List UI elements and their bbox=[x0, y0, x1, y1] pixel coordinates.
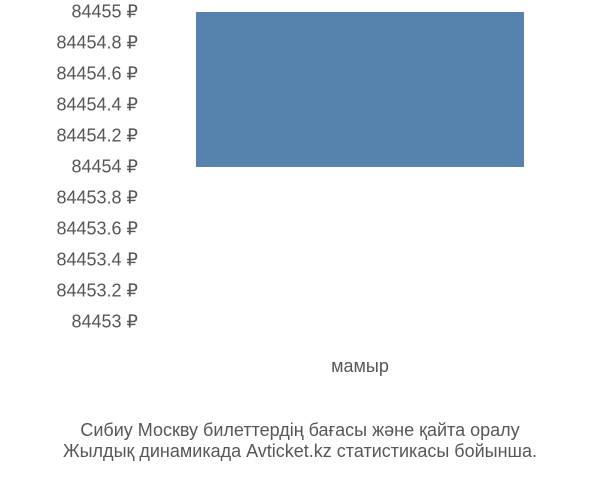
caption-line: Жылдық динамикада Avticket.kz статистика… bbox=[0, 441, 600, 462]
y-tick-label: 84453.6 ₽ bbox=[56, 219, 138, 240]
y-tick-label: 84455 ₽ bbox=[71, 2, 138, 23]
y-tick-label: 84454.6 ₽ bbox=[56, 64, 138, 85]
y-tick-label: 84454.2 ₽ bbox=[56, 126, 138, 147]
y-tick-label: 84454.8 ₽ bbox=[56, 33, 138, 54]
chart-caption: Сибиу Москву билеттердің бағасы және қай… bbox=[0, 420, 600, 462]
y-tick-label: 84454.4 ₽ bbox=[56, 95, 138, 116]
x-tick-label: мамыр bbox=[331, 356, 389, 377]
y-tick-label: 84453.4 ₽ bbox=[56, 250, 138, 271]
bar bbox=[196, 12, 524, 167]
y-tick-label: 84453.2 ₽ bbox=[56, 281, 138, 302]
caption-line: Сибиу Москву билеттердің бағасы және қай… bbox=[0, 420, 600, 441]
price-chart: Сибиу Москву билеттердің бағасы және қай… bbox=[0, 0, 600, 500]
y-tick-label: 84453 ₽ bbox=[71, 312, 138, 333]
y-tick-label: 84454 ₽ bbox=[71, 157, 138, 178]
plot-area bbox=[150, 12, 570, 322]
y-tick-label: 84453.8 ₽ bbox=[56, 188, 138, 209]
